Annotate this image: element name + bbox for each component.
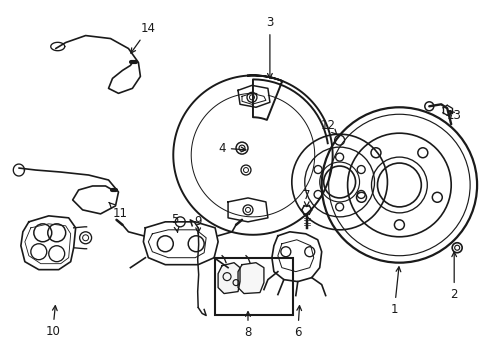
Text: 3: 3 — [265, 16, 273, 78]
Text: 12: 12 — [320, 119, 336, 135]
Text: 14: 14 — [131, 22, 156, 53]
Text: 5: 5 — [171, 213, 179, 232]
Text: 10: 10 — [45, 306, 60, 338]
Polygon shape — [238, 263, 264, 293]
Text: 8: 8 — [244, 312, 251, 339]
Text: 11: 11 — [109, 202, 128, 220]
Text: 2: 2 — [449, 252, 457, 301]
Polygon shape — [218, 263, 240, 293]
Text: 4: 4 — [218, 141, 245, 155]
Bar — [215, 258, 292, 315]
Text: 6: 6 — [293, 306, 301, 339]
Text: 1: 1 — [390, 267, 400, 316]
Text: 7: 7 — [303, 189, 310, 207]
Text: 9: 9 — [194, 215, 202, 234]
Text: 13: 13 — [446, 109, 461, 122]
